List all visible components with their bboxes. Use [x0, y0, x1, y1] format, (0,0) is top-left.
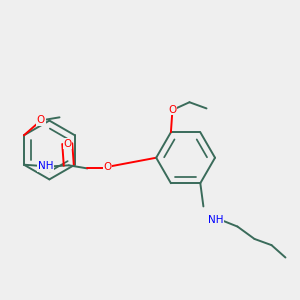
Text: O: O: [63, 139, 71, 149]
Text: O: O: [103, 162, 112, 172]
Text: O: O: [37, 116, 45, 125]
Text: O: O: [168, 105, 177, 115]
Text: NH: NH: [208, 215, 224, 225]
Text: NH: NH: [38, 161, 53, 171]
